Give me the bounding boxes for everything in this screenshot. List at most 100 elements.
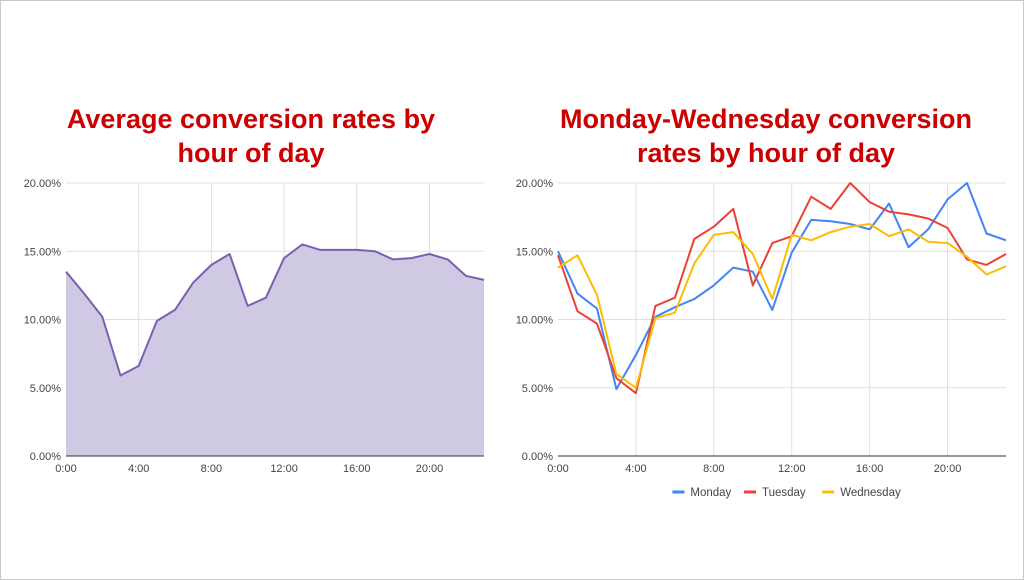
data-point-monday (712, 284, 715, 287)
data-point-monday (732, 266, 735, 269)
data-point-average (155, 319, 158, 322)
data-point-tuesday (634, 392, 637, 395)
data-point-monday (927, 228, 930, 231)
data-point-average (446, 258, 449, 261)
data-point-wednesday (557, 266, 560, 269)
data-point-monday (829, 220, 832, 223)
data-point-monday (751, 270, 754, 273)
data-point-wednesday (654, 317, 657, 320)
data-point-monday (966, 182, 969, 185)
data-point-average (192, 281, 195, 284)
data-point-wednesday (790, 233, 793, 236)
legend-item-wednesday: Wednesday (822, 487, 901, 499)
data-point-tuesday (946, 227, 949, 230)
data-point-monday (888, 202, 891, 205)
data-point-tuesday (927, 217, 930, 220)
y-tick-label: 15.00% (24, 246, 62, 258)
data-point-wednesday (751, 253, 754, 256)
data-point-average (137, 364, 140, 367)
data-point-average (392, 258, 395, 261)
data-point-average (119, 374, 122, 377)
x-tick-label: 8:00 (703, 463, 724, 475)
x-tick-label: 8:00 (201, 463, 222, 475)
data-point-average (355, 248, 358, 251)
left-chart-title-line1: Average conversion rates by (66, 104, 436, 134)
x-tick-label: 4:00 (128, 463, 149, 475)
x-tick-label: 16:00 (343, 463, 371, 475)
data-point-average (319, 248, 322, 251)
data-point-average (228, 253, 231, 256)
data-point-tuesday (810, 195, 813, 198)
right-chart-title: Monday-Wednesday conversion rates by hou… (521, 102, 1011, 170)
data-point-average (464, 274, 467, 277)
series-line-wednesday (557, 223, 1007, 389)
legend-label: Monday (690, 487, 731, 499)
data-point-average (283, 257, 286, 260)
left-chart-title: Average conversion rates by hour of day (31, 102, 471, 170)
data-point-tuesday (829, 207, 832, 210)
x-tick-label: 20:00 (934, 463, 962, 475)
data-point-wednesday (849, 225, 852, 228)
data-point-tuesday (985, 263, 988, 266)
data-point-tuesday (557, 254, 560, 257)
y-tick-label: 20.00% (516, 178, 554, 190)
y-tick-label: 10.00% (516, 315, 554, 327)
data-point-wednesday (732, 231, 735, 234)
data-point-wednesday (810, 239, 813, 242)
data-point-average (246, 304, 249, 307)
data-point-tuesday (888, 210, 891, 213)
data-point-wednesday (634, 386, 637, 389)
data-point-wednesday (712, 233, 715, 236)
legend-label: Wednesday (840, 487, 901, 499)
data-point-wednesday (985, 273, 988, 276)
data-point-tuesday (868, 201, 871, 204)
data-point-wednesday (927, 240, 930, 243)
data-point-wednesday (673, 311, 676, 314)
data-point-tuesday (596, 322, 599, 325)
data-point-wednesday (888, 235, 891, 238)
data-point-wednesday (771, 298, 774, 301)
data-point-monday (868, 228, 871, 231)
data-point-average (301, 243, 304, 246)
x-tick-label: 0:00 (55, 463, 76, 475)
data-point-average (65, 270, 68, 273)
data-point-monday (576, 292, 579, 295)
data-point-monday (1005, 239, 1008, 242)
y-tick-label: 5.00% (522, 383, 553, 395)
data-point-tuesday (771, 242, 774, 245)
data-point-tuesday (693, 238, 696, 241)
data-point-average (410, 257, 413, 260)
data-point-average (264, 296, 267, 299)
y-tick-label: 20.00% (24, 178, 62, 190)
series-line-monday (557, 182, 1007, 391)
x-tick-label: 12:00 (270, 463, 298, 475)
data-point-tuesday (576, 310, 579, 313)
y-tick-label: 10.00% (24, 315, 62, 327)
series-line-average (65, 243, 485, 377)
data-point-monday (634, 354, 637, 357)
data-point-tuesday (732, 207, 735, 210)
data-point-monday (557, 250, 560, 253)
data-point-wednesday (829, 231, 832, 234)
y-tick-label: 0.00% (30, 451, 61, 463)
area-fill-average (66, 244, 484, 456)
series-line-tuesday (557, 182, 1007, 395)
data-point-average (483, 278, 486, 281)
area-chart-average: 0.00% 5.00% 10.00% 15.00% 20.00% 0:00 4:00 8:00… (24, 178, 486, 475)
data-point-wednesday (615, 373, 618, 376)
legend-item-monday: Monday (672, 487, 732, 499)
data-point-monday (849, 223, 852, 226)
data-point-average (210, 263, 213, 266)
data-point-average (428, 253, 431, 256)
data-point-monday (907, 246, 910, 249)
data-point-wednesday (576, 254, 579, 257)
data-point-tuesday (615, 377, 618, 380)
right-chart-title-line2: rates by hour of day (636, 138, 896, 168)
data-point-tuesday (712, 225, 715, 228)
data-point-average (374, 250, 377, 253)
data-point-wednesday (693, 262, 696, 265)
line-chart-mon-wed: 0.00% 5.00% 10.00% 15.00% 20.00% 0:00 4:00 8:00… (516, 178, 1008, 499)
data-point-monday (810, 218, 813, 221)
data-point-tuesday (654, 304, 657, 307)
